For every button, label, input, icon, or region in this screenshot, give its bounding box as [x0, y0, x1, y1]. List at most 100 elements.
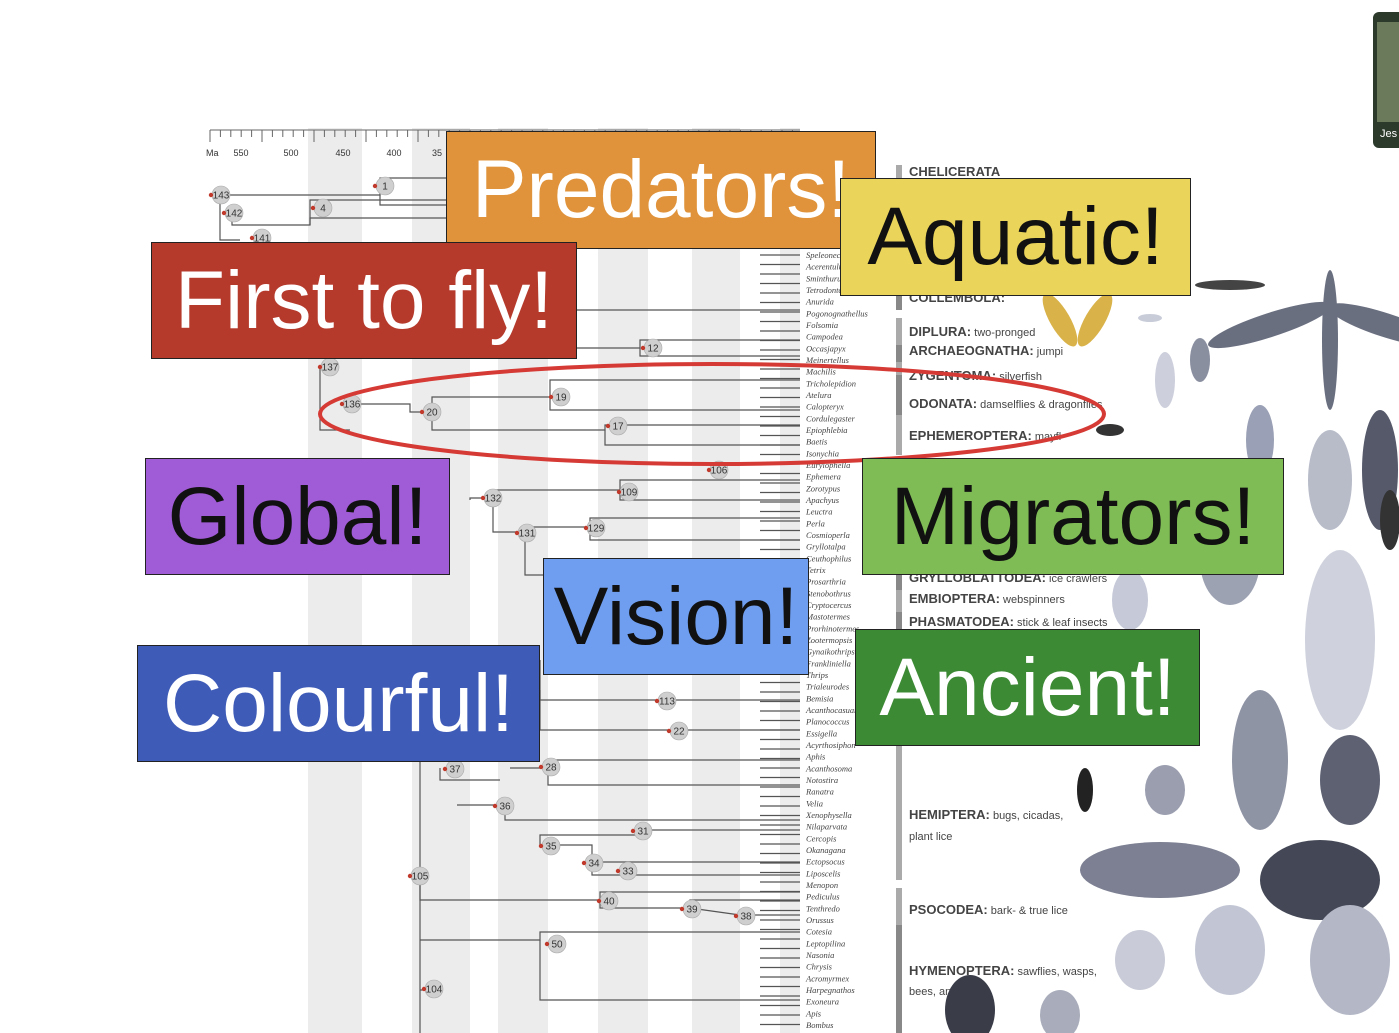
order-label: PHASMATODEA: stick & leaf insects [909, 614, 1108, 629]
order-bar [896, 590, 902, 612]
taxon: Anurida [805, 297, 834, 307]
order-label: PSOCODEA: bark- & true lice [909, 902, 1068, 917]
order-bar [896, 925, 902, 1033]
taxon: Cosmioperla [806, 530, 850, 540]
order-bar [896, 888, 902, 925]
node-38: 38 [733, 906, 756, 926]
taxon: Pediculus [805, 892, 840, 902]
order-label: DIPLURA: two-pronged [909, 324, 1035, 339]
svg-text:19: 19 [555, 393, 567, 404]
taxon: Speleonectes [806, 250, 851, 260]
svg-text:132: 132 [485, 494, 502, 505]
svg-text:36: 36 [499, 802, 511, 813]
svg-text:131: 131 [519, 529, 536, 540]
order-bar [896, 345, 902, 362]
node-39: 39 [679, 899, 702, 919]
svg-text:34: 34 [588, 859, 600, 870]
order-bar [896, 612, 902, 635]
svg-text:104: 104 [426, 985, 443, 996]
taxon: Tetrix [806, 565, 826, 575]
taxon: Menopon [805, 880, 838, 890]
node-12: 12 [640, 338, 663, 358]
svg-text:38: 38 [740, 912, 752, 923]
tree-nodes: 143 142 141 1 4 12 137 136 20 19 17 132 109 106 131 129… [208, 176, 756, 999]
node-28: 28 [538, 757, 561, 777]
label-vision: Vision! [543, 558, 809, 675]
taxon: Ephemera [805, 472, 841, 482]
taxon: Prosarthria [805, 577, 846, 587]
scale-tick: 500 [283, 148, 298, 158]
order-label: plant lice [909, 831, 952, 843]
taxon: Gryllotalpa [806, 542, 846, 552]
taxon: Gynaikothrips [806, 647, 855, 657]
taxon: Campodea [806, 332, 843, 342]
label-aquatic: Aquatic! [840, 178, 1191, 296]
taxon: Apis [805, 1008, 822, 1018]
node-34: 34 [581, 853, 604, 873]
taxon: Acanthocasuarina [805, 705, 868, 715]
taxon: Frankliniella [805, 658, 851, 668]
taxon: Sminthurus [806, 273, 845, 283]
taxon: Occasjapyx [806, 343, 846, 353]
svg-text:143: 143 [213, 191, 230, 202]
node-109: 109 [616, 482, 639, 502]
node-132: 132 [480, 488, 503, 508]
svg-text:33: 33 [622, 867, 634, 878]
taxon: Planococcus [805, 717, 850, 727]
taxon: Leuctra [805, 507, 832, 517]
order-label: HYMENOPTERA: sawflies, wasps, [909, 963, 1097, 978]
taxon: Ectopsocus [805, 857, 845, 867]
taxon: Acerentulus [805, 262, 847, 272]
taxon: Meinertellus [805, 355, 850, 365]
order-bar [896, 745, 902, 880]
label-ancient: Ancient! [855, 629, 1200, 746]
label-first-to-fly: First to fly! [151, 242, 577, 359]
taxon: Exoneura [805, 997, 839, 1007]
node-31: 31 [630, 821, 653, 841]
taxon: Ceuthophilus [806, 553, 852, 563]
order-bar [896, 415, 902, 455]
node-36: 36 [492, 796, 515, 816]
svg-text:105: 105 [412, 872, 429, 883]
camera-feed [1377, 22, 1399, 122]
svg-text:113: 113 [659, 697, 675, 708]
svg-text:109: 109 [621, 488, 638, 499]
svg-text:40: 40 [603, 897, 615, 908]
node-33: 33 [615, 861, 638, 881]
taxon: Acanthosoma [805, 763, 852, 773]
taxon: Cryptocercus [806, 600, 852, 610]
video-thumbnail[interactable]: Jes [1373, 12, 1399, 148]
node-104: 104 [421, 979, 444, 999]
svg-text:37: 37 [449, 765, 461, 776]
participant-name: Jes [1380, 128, 1398, 140]
taxon: Okanagana [806, 845, 846, 855]
label-global: Global! [145, 458, 450, 575]
taxon: Leptopilina [805, 938, 845, 948]
taxon: Cotesia [806, 927, 832, 937]
taxon: Tetrodontophora [806, 285, 863, 295]
order-bar [896, 165, 902, 190]
svg-text:28: 28 [545, 763, 557, 774]
node-35: 35 [538, 836, 561, 856]
order-label: ARCHAEOGNATHA: jumpi [909, 343, 1063, 358]
taxon: Trialeurodes [806, 682, 850, 692]
order-bar [896, 375, 902, 415]
taxon: Notostira [805, 775, 838, 785]
svg-text:142: 142 [226, 209, 243, 220]
order-bar [896, 318, 902, 345]
taxon: Orussus [806, 915, 835, 925]
node-50: 50 [544, 934, 567, 954]
svg-text:12: 12 [647, 344, 659, 355]
node-142: 142 [221, 203, 244, 223]
scale-tick: 450 [335, 148, 350, 158]
order-label: EMBIOPTERA: webspinners [909, 591, 1065, 606]
scale-tick: 550 [233, 148, 248, 158]
label-migrators: Migrators! [862, 458, 1284, 575]
node-17: 17 [605, 416, 628, 436]
taxon: Baetis [806, 437, 828, 447]
taxon: Zootermopsis [806, 635, 853, 645]
svg-text:4: 4 [320, 204, 326, 215]
svg-text:17: 17 [612, 422, 624, 433]
